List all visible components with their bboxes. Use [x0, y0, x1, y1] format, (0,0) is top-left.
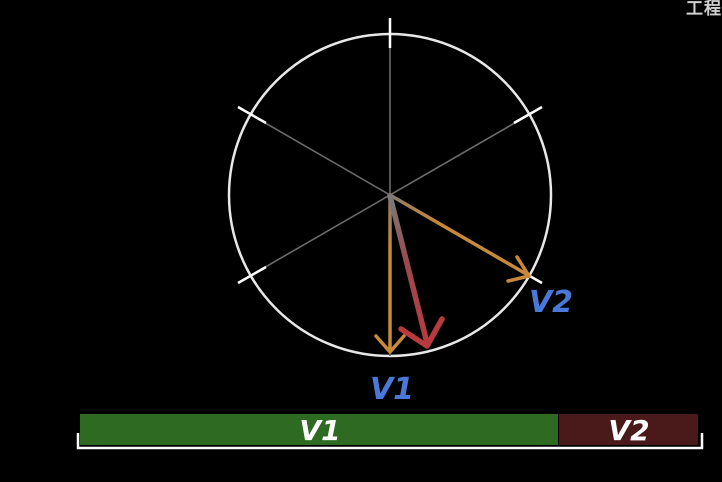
corner-caption: 工程 [686, 0, 722, 19]
bar-bracket [76, 433, 704, 450]
proportion-bar: V1 V2 [76, 414, 704, 450]
tick-upper-right [513, 105, 543, 125]
vector-v1 [374, 193, 406, 354]
label-v2: V2 [529, 285, 573, 320]
bar-segment-v2-label: V2 [608, 414, 649, 447]
tick-upper-left [237, 105, 267, 125]
bar-segment-v2 [559, 414, 698, 445]
resultant-vector-arrowhead [398, 316, 445, 349]
vector-v1-arrowhead [374, 334, 406, 354]
vector-v2-shaft [388, 193, 530, 277]
resultant-vector-shaft [387, 193, 430, 346]
label-v1: V1 [370, 372, 414, 407]
tick-lower-left [237, 265, 267, 285]
vector-v2-arrowhead [506, 255, 531, 283]
resultant-vector [387, 193, 445, 349]
bar-segment-v1-label: V1 [299, 414, 340, 447]
bar-segment-v1 [80, 414, 558, 445]
vector-v2 [388, 193, 531, 283]
